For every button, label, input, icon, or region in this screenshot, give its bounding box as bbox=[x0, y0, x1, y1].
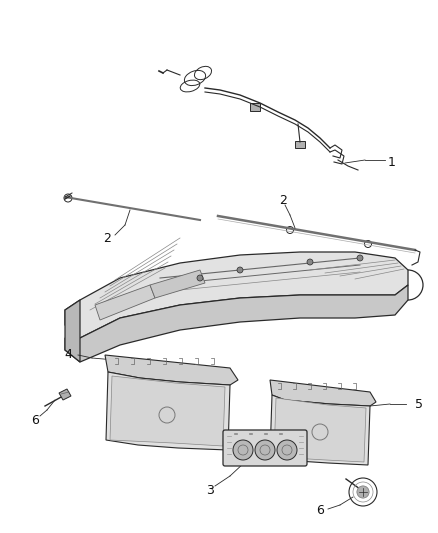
Polygon shape bbox=[65, 252, 408, 338]
Polygon shape bbox=[150, 270, 205, 298]
Circle shape bbox=[277, 440, 297, 460]
Bar bbox=[295, 141, 305, 148]
Circle shape bbox=[197, 275, 203, 281]
Polygon shape bbox=[105, 355, 238, 385]
Polygon shape bbox=[59, 389, 71, 400]
Polygon shape bbox=[65, 300, 80, 362]
Text: 6: 6 bbox=[316, 505, 324, 518]
Text: 6: 6 bbox=[31, 414, 39, 426]
Circle shape bbox=[233, 440, 253, 460]
Circle shape bbox=[357, 255, 363, 261]
Polygon shape bbox=[106, 372, 230, 450]
Circle shape bbox=[237, 267, 243, 273]
FancyBboxPatch shape bbox=[223, 430, 307, 466]
Text: 4: 4 bbox=[64, 348, 72, 360]
Polygon shape bbox=[270, 395, 370, 465]
Circle shape bbox=[307, 259, 313, 265]
Text: 2: 2 bbox=[103, 231, 111, 245]
Polygon shape bbox=[110, 376, 225, 446]
Text: 2: 2 bbox=[279, 193, 287, 206]
Polygon shape bbox=[95, 285, 155, 320]
Text: 5: 5 bbox=[415, 398, 423, 410]
Polygon shape bbox=[274, 398, 366, 462]
Circle shape bbox=[357, 486, 369, 498]
Text: 1: 1 bbox=[388, 156, 396, 168]
Polygon shape bbox=[65, 285, 408, 362]
Text: 3: 3 bbox=[206, 483, 214, 497]
Circle shape bbox=[255, 440, 275, 460]
Polygon shape bbox=[270, 380, 376, 406]
Bar bbox=[250, 103, 260, 111]
